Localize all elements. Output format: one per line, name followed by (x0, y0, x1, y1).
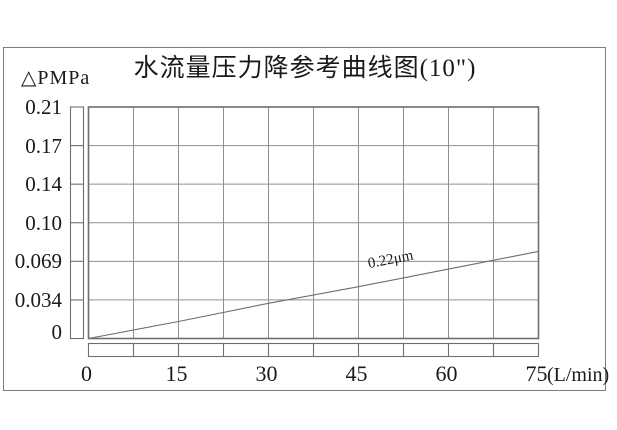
y-tick-label: 0.034 (14, 287, 62, 312)
y-axis-title: △PMPa (21, 67, 91, 89)
y-tick-label: 0.14 (25, 172, 62, 197)
x-tick-label: 0 (81, 361, 92, 386)
y-tick-label: 0.17 (25, 133, 62, 158)
x-tick-label: 15 (165, 361, 188, 386)
y-tick-label: 0.10 (25, 210, 62, 235)
y-tick-label: 0.21 (25, 95, 62, 119)
x-tick-label: 45 (345, 361, 368, 386)
x-axis-unit-label: (L/min) (547, 364, 610, 386)
x-tick-label: 60 (435, 361, 458, 386)
plot-border (87, 106, 540, 340)
y-tick-label: 0 (51, 319, 63, 344)
y-tick-label: 0.069 (14, 249, 62, 274)
chart-title: 水流量压力降参考曲线图(10") (133, 55, 477, 82)
pressure-drop-curve (88, 250, 539, 340)
chart-frame (3, 47, 606, 391)
x-tick-label: 75 (525, 361, 548, 386)
x-tick-label: 30 (255, 361, 278, 386)
